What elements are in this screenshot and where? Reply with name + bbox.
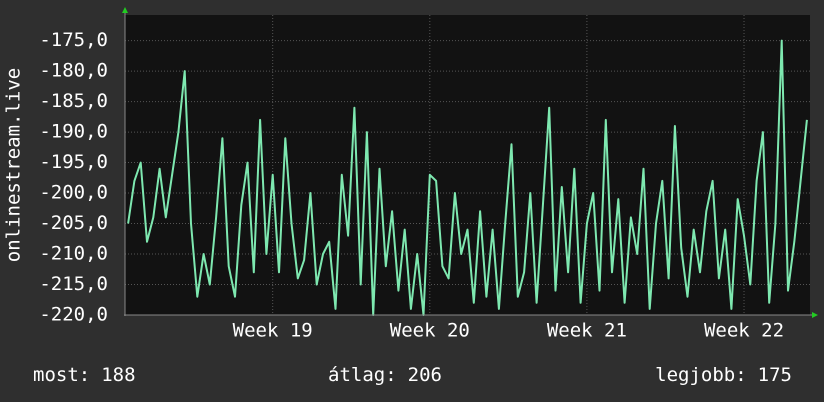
stat-value: 175 (758, 364, 792, 386)
y-axis-label: onlinestream.live (3, 68, 25, 262)
y-tick-label: -175,0 (39, 29, 108, 51)
y-tick-label: -195,0 (39, 151, 108, 173)
stat: legjobb: 175 (655, 364, 792, 386)
x-tick-label: Week 20 (390, 320, 470, 342)
y-tick-label: -190,0 (39, 121, 108, 143)
stat: átlag: 206 (328, 364, 442, 386)
y-tick-label: -205,0 (39, 212, 108, 234)
stat-label: most: (33, 364, 90, 386)
axis-arrow (122, 7, 128, 13)
y-tick-label: -210,0 (39, 243, 108, 265)
stat: most: 188 (33, 364, 136, 386)
stat-value: 206 (408, 364, 442, 386)
data-line (127, 39, 808, 316)
series (127, 39, 808, 316)
x-tick-label: Week 19 (233, 320, 313, 342)
x-tick-label: Week 21 (547, 320, 627, 342)
stat-label: átlag: (328, 364, 397, 386)
y-tick-label: -220,0 (39, 304, 108, 326)
stat-label: legjobb: (655, 364, 747, 386)
y-tick-label: -215,0 (39, 273, 108, 295)
stats: most: 188 átlag: 206 legjobb: 175 (33, 364, 792, 386)
axis-arrow (812, 312, 818, 318)
plot-area (125, 15, 810, 315)
y-tick-label: -200,0 (39, 182, 108, 204)
y-tick-label: -180,0 (39, 60, 108, 82)
y-tick-label: -185,0 (39, 90, 108, 112)
stat-value: 188 (101, 364, 135, 386)
x-tick-label: Week 22 (704, 320, 784, 342)
